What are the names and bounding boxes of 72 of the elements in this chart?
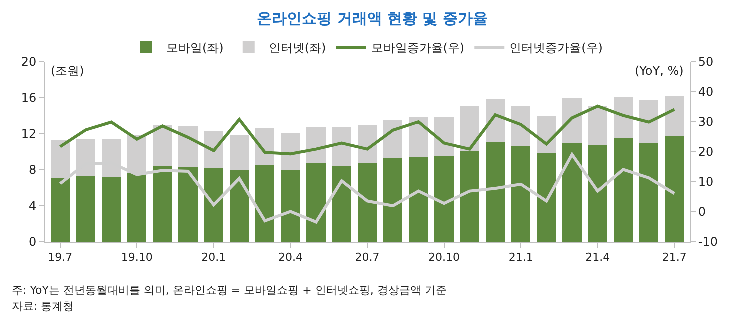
y2-tick-label: 50 [698,55,714,70]
x-tick-label: 20.10 [428,251,460,264]
bar [281,170,300,242]
bar [434,156,454,242]
y2-tick-label: -10 [698,235,718,250]
y2-tick-label: 30 [698,115,714,130]
bar [665,96,684,137]
y-axis-title: (조원) [51,64,84,78]
bar [562,98,582,143]
bar [332,128,352,166]
bar [384,120,403,158]
x-tick-label: 21.4 [586,251,610,264]
bar [306,126,326,164]
y-tick-label: 4 [28,199,37,214]
bar [153,125,172,166]
bar [204,168,224,242]
bar [614,138,634,242]
y2-tick-label: 40 [698,85,714,100]
bar [614,97,634,138]
bar [511,106,531,147]
bar [281,133,300,170]
chart-title: 온라인쇼핑 거래액 현황 및 증가율 [257,9,488,28]
bar [102,177,122,242]
bar [178,126,198,168]
bar [230,170,250,242]
y2-tick-label: 20 [698,145,714,160]
legend-label: 모바일증가율(우) [371,41,465,56]
x-tick-label: 20.1 [202,251,226,264]
x-tick-label: 19.10 [121,251,153,264]
bar [562,143,582,242]
bar [384,158,403,242]
bar [588,144,608,242]
x-tick-label: 21.7 [662,251,687,264]
bar [178,167,198,242]
y-tick-label: 16 [21,91,37,106]
bar [358,164,378,242]
y-tick-label: 20 [21,55,37,70]
bar [434,116,454,156]
x-tick-label: 20.4 [278,251,303,264]
bar [409,116,428,158]
bar [486,142,506,242]
legend-label: 모바일(좌) [166,41,224,56]
y2-tick-label: 0 [698,205,706,220]
bar [639,143,659,242]
bar [230,134,250,170]
legend-label: 인터넷(좌) [268,41,326,56]
bar [332,166,352,242]
bar [409,157,428,242]
legend-label: 인터넷증가율(우) [510,41,603,56]
bar [128,174,147,242]
y2-tick-label: 10 [698,175,714,190]
bar [460,106,480,152]
bar [358,125,378,164]
bar [537,152,556,242]
bar [256,166,275,242]
bar [511,146,531,242]
x-tick-label: 20.7 [355,251,380,264]
text: 주: YoY는 전년동월대비를 의미, 온라인쇼핑 = 모바일쇼핑 + 인터넷쇼핑, 경상금액 기준 [12,284,447,297]
bar [153,166,172,242]
bar [639,100,659,143]
x-tick-label: 19.7 [48,251,73,264]
bar [588,106,608,145]
y-tick-label: 8 [28,163,37,178]
bar [665,136,684,242]
x-tick-label: 21.1 [508,251,534,264]
bar [50,178,70,242]
bar [306,164,326,242]
text: 자료: 통계청 [12,300,74,313]
bar [76,176,96,242]
y-tick-label: 0 [28,235,37,250]
y-tick-label: 12 [21,127,37,142]
y2-axis-title: (YoY, %) [635,64,684,78]
